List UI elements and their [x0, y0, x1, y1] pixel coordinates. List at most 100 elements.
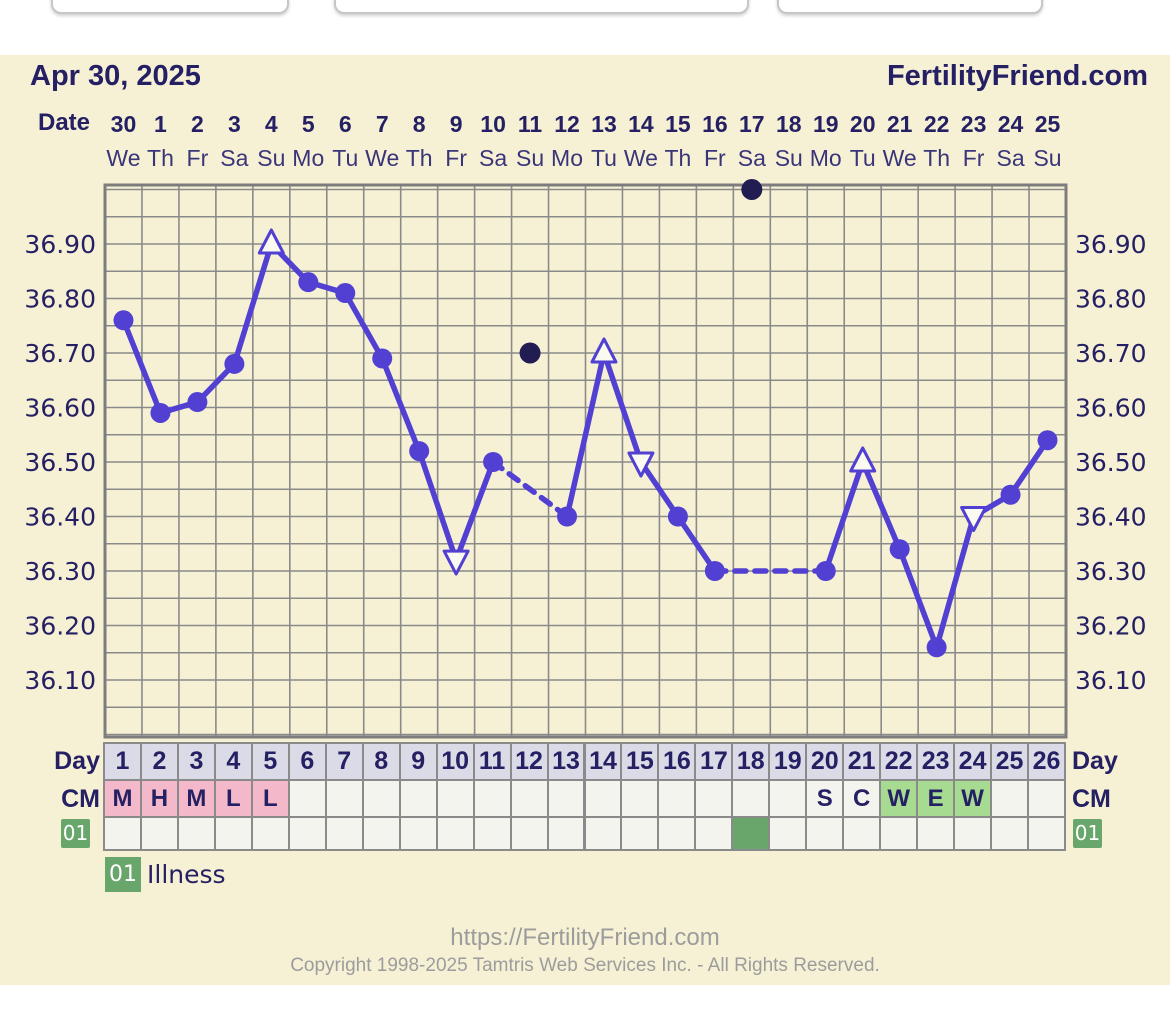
- day-cell[interactable]: 10: [435, 742, 475, 781]
- day-cell[interactable]: 9: [398, 742, 438, 781]
- cm-cell[interactable]: E: [916, 779, 956, 818]
- day-cell[interactable]: 7: [324, 742, 364, 781]
- temp-point-circle: [1000, 484, 1021, 505]
- cm-cell[interactable]: H: [139, 779, 179, 818]
- cm-cell[interactable]: [583, 779, 623, 818]
- date-tick: 9: [450, 111, 463, 137]
- weekday-tick: Su: [516, 145, 544, 171]
- day-cell[interactable]: 5: [250, 742, 290, 781]
- date-tick: 2: [191, 111, 204, 137]
- footer-url[interactable]: https://FertilityFriend.com: [450, 924, 720, 951]
- top-input-2[interactable]: [334, 0, 749, 14]
- weekday-tick: Tu: [591, 145, 617, 171]
- day-cell[interactable]: 18: [731, 742, 771, 781]
- event-cell: [435, 816, 475, 851]
- cm-cell[interactable]: [361, 779, 401, 818]
- event-cell: [103, 816, 142, 851]
- cm-cell[interactable]: [990, 779, 1030, 818]
- date-tick: 16: [702, 111, 728, 137]
- cm-cell[interactable]: [398, 779, 438, 818]
- weekday-tick: Fr: [445, 145, 467, 171]
- cm-cell[interactable]: [620, 779, 660, 818]
- cm-cell[interactable]: L: [250, 779, 290, 818]
- date-tick: 18: [776, 111, 802, 137]
- weekday-tick: We: [883, 145, 917, 171]
- cm-cell[interactable]: [1027, 779, 1066, 818]
- cm-cell[interactable]: [546, 779, 586, 818]
- event-cell: [472, 816, 512, 851]
- temp-line-segment: [859, 459, 903, 552]
- day-cell[interactable]: 22: [879, 742, 919, 781]
- temp-point-triangle-down: [960, 506, 988, 532]
- date-tick: 22: [924, 111, 950, 137]
- event-cell: [361, 816, 401, 851]
- day-cell[interactable]: 23: [916, 742, 956, 781]
- event-cell: [176, 816, 216, 851]
- cm-cell[interactable]: M: [103, 779, 142, 818]
- day-cell[interactable]: 2: [139, 742, 179, 781]
- chart-start-date: Apr 30, 2025: [30, 60, 201, 92]
- day-cell[interactable]: 24: [953, 742, 993, 781]
- temp-point-triangle-up: [849, 446, 877, 473]
- day-cell[interactable]: 8: [361, 742, 401, 781]
- day-cell[interactable]: 25: [990, 742, 1030, 781]
- day-cell[interactable]: 6: [287, 742, 327, 781]
- y-axis-tick-right: 36.80: [1075, 285, 1147, 314]
- weekday-tick: Th: [923, 145, 950, 171]
- day-cell[interactable]: 17: [694, 742, 734, 781]
- cm-cell[interactable]: [435, 779, 475, 818]
- cm-cell[interactable]: C: [842, 779, 882, 818]
- excluded-temp-point: [741, 179, 763, 200]
- cm-cell[interactable]: [768, 779, 808, 818]
- temp-line-segment: [933, 513, 977, 651]
- day-cell[interactable]: 12: [509, 742, 549, 781]
- weekday-tick: Th: [664, 145, 691, 171]
- y-axis-tick-right: 36.30: [1075, 557, 1147, 586]
- cm-cell[interactable]: [657, 779, 697, 818]
- top-input-3[interactable]: [777, 0, 1043, 14]
- day-cell[interactable]: 13: [546, 742, 586, 781]
- day-cell[interactable]: 19: [768, 742, 808, 781]
- date-tick: 5: [302, 111, 315, 137]
- date-tick: 19: [813, 111, 839, 137]
- event-cell: [546, 816, 586, 851]
- cm-cell[interactable]: S: [805, 779, 845, 818]
- cm-cell[interactable]: L: [213, 779, 253, 818]
- date-tick: 3: [228, 111, 241, 137]
- day-cell[interactable]: 20: [805, 742, 845, 781]
- event-cell: [139, 816, 179, 851]
- top-input-1[interactable]: [51, 0, 289, 14]
- day-cell[interactable]: 11: [472, 742, 512, 781]
- cm-cell[interactable]: [731, 779, 771, 818]
- day-cell[interactable]: 16: [657, 742, 697, 781]
- y-axis-tick-left: 36.90: [24, 230, 96, 259]
- temp-point-circle: [409, 441, 430, 462]
- cm-cell[interactable]: W: [879, 779, 919, 818]
- cm-cell[interactable]: [509, 779, 549, 818]
- cm-cell[interactable]: M: [176, 779, 216, 818]
- day-cell[interactable]: 26: [1027, 742, 1066, 781]
- cm-cell[interactable]: [694, 779, 734, 818]
- weekday-tick: Fr: [187, 145, 209, 171]
- temp-line-segment: [453, 459, 496, 563]
- day-cell[interactable]: 15: [620, 742, 660, 781]
- cm-cell[interactable]: [324, 779, 364, 818]
- cm-cell[interactable]: W: [953, 779, 993, 818]
- cm-cell[interactable]: [472, 779, 512, 818]
- plot-border: [103, 183, 1068, 739]
- date-tick: 8: [413, 111, 426, 137]
- day-cell[interactable]: 14: [583, 742, 623, 781]
- day-cell[interactable]: 3: [176, 742, 216, 781]
- temp-line-segment: [342, 290, 385, 362]
- date-axis-label: Date: [38, 109, 91, 136]
- weekday-tick: Su: [1033, 145, 1061, 171]
- day-cell[interactable]: 4: [213, 742, 253, 781]
- day-cell[interactable]: 1: [103, 742, 142, 781]
- date-tick: 15: [665, 111, 691, 137]
- day-cell[interactable]: 21: [842, 742, 882, 781]
- date-tick: 23: [961, 111, 987, 137]
- weekday-tick: We: [106, 145, 140, 171]
- cm-cell[interactable]: [287, 779, 327, 818]
